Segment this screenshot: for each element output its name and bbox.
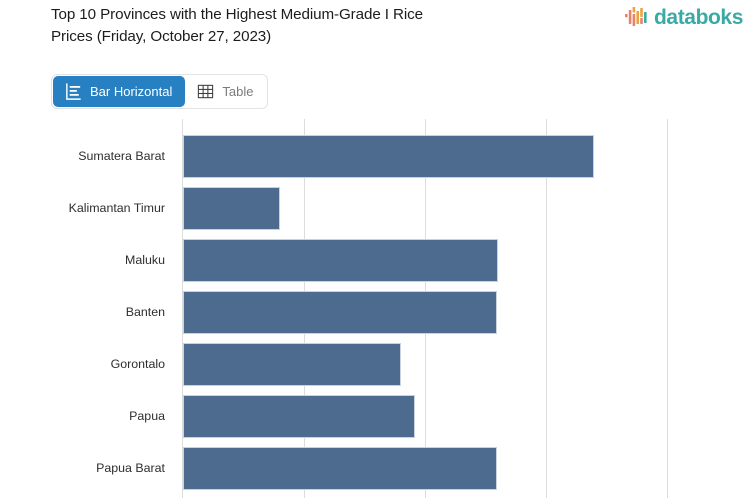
category-label: Papua Barat (96, 460, 165, 475)
tab-table[interactable]: Table (185, 76, 266, 107)
gridline (546, 119, 547, 498)
table-grid-icon (198, 84, 214, 99)
bar-papua-barat[interactable] (183, 447, 497, 490)
tab-bar-horizontal-label: Bar Horizontal (90, 84, 173, 99)
view-switcher: Bar Horizontal Table (51, 74, 269, 109)
category-label: Papua (129, 408, 165, 423)
page-title: Top 10 Provinces with the Highest Medium… (51, 4, 531, 48)
bar-maluku[interactable] (183, 239, 498, 282)
category-label: Sumatera Barat (78, 148, 165, 163)
bar-papua[interactable] (183, 395, 415, 438)
value-axis-line (182, 119, 183, 498)
page-title-line-2: Prices (Friday, October 27, 2023) (51, 28, 272, 45)
category-label: Kalimantan Timur (68, 200, 165, 215)
category-label: Maluku (125, 252, 165, 267)
category-axis: Sumatera Barat Kalimantan Timur Maluku Bant… (0, 119, 174, 498)
bar-gorontalo[interactable] (183, 343, 401, 386)
tab-bar-horizontal[interactable]: Bar Horizontal (53, 76, 186, 107)
databoks-logo[interactable]: databoks (625, 5, 743, 31)
page-title-line-1: Top 10 Provinces with the Highest Medium… (51, 6, 424, 23)
category-label: Banten (125, 304, 165, 319)
category-label: Gorontalo (110, 356, 165, 371)
databoks-wordmark: databoks (654, 6, 743, 29)
gridline (667, 119, 668, 498)
plot-area (182, 119, 753, 498)
bar-sumatera-barat[interactable] (183, 135, 594, 178)
bar-kalimantan-timur[interactable] (183, 187, 280, 230)
bar-banten[interactable] (183, 291, 497, 334)
tab-table-label: Table (222, 84, 254, 99)
bar-chart-logo-icon (625, 7, 647, 26)
bar-chart: Sumatera Barat Kalimantan Timur Maluku Bant… (0, 119, 753, 498)
card-header: Top 10 Provinces with the Highest Medium… (0, 0, 753, 66)
bar-horizontal-icon (66, 83, 81, 100)
